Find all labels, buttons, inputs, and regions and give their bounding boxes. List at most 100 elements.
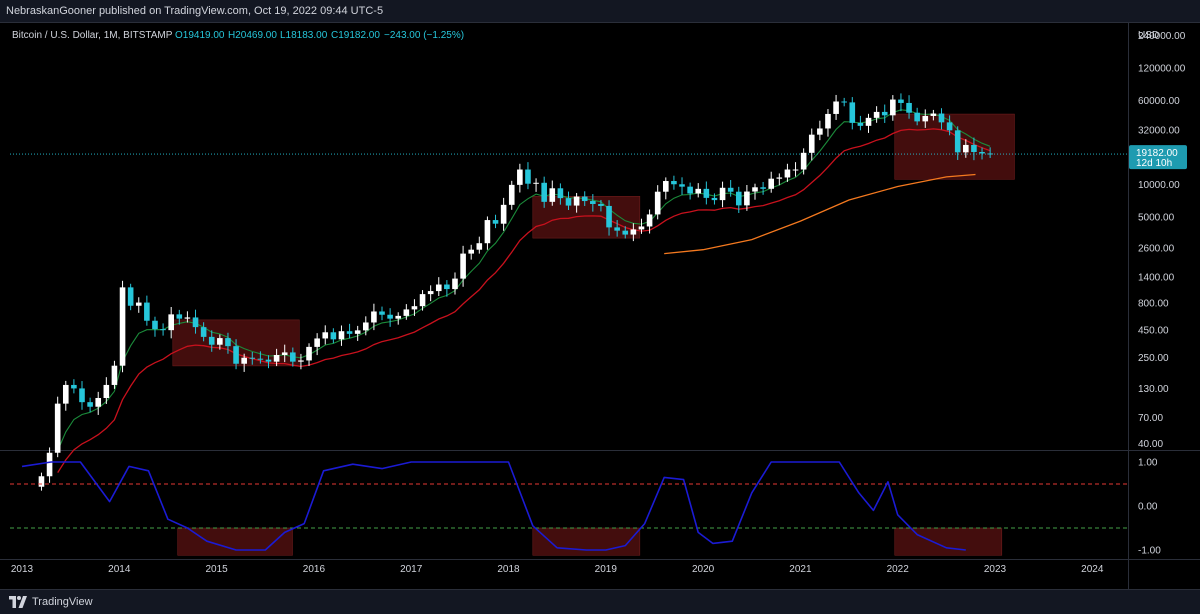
legend-low: L18183.00 (280, 30, 328, 41)
candle-body (946, 122, 953, 131)
candle-body (784, 169, 791, 178)
candle (954, 126, 961, 160)
candle-body (257, 358, 264, 360)
candle (841, 97, 847, 107)
time-tick-label: 2021 (789, 564, 812, 575)
candle-body (541, 182, 547, 202)
candle-body (144, 302, 150, 321)
candle-body (192, 317, 199, 328)
candle-body (225, 338, 231, 347)
candle (549, 180, 556, 206)
candle-body (598, 203, 604, 206)
candle-body (663, 181, 669, 192)
time-axis[interactable]: 2013 2014 2015 2016 2017 2018 2019 2020 2021 2022… (11, 564, 1104, 575)
candle (744, 184, 750, 211)
time-tick-label: 2016 (303, 564, 326, 575)
candlestick-series[interactable] (38, 93, 993, 491)
candle-body (744, 191, 750, 206)
highlight-box (894, 113, 1015, 180)
candle (208, 330, 215, 352)
candle (971, 137, 977, 161)
long-ema-line (57, 128, 991, 473)
candle (646, 209, 653, 234)
candle (711, 193, 718, 205)
candle (314, 333, 320, 356)
candle-body (492, 220, 499, 224)
candle-body (776, 177, 783, 179)
candle (776, 173, 783, 186)
candle (987, 147, 993, 158)
candle-body (565, 198, 572, 206)
candle (541, 176, 547, 208)
candle-body (217, 338, 223, 345)
candle (176, 309, 183, 325)
candle (638, 218, 645, 234)
candle (192, 309, 199, 334)
legend-close: C19182.00 (331, 30, 380, 41)
candle-body (517, 169, 523, 185)
candle (849, 97, 856, 130)
tradingview-logo-icon (9, 596, 27, 608)
price-tick-label: 120000.00 (1138, 64, 1186, 75)
candle (395, 312, 402, 325)
candle (241, 353, 247, 372)
candle (371, 303, 377, 331)
candle-body (322, 332, 329, 339)
sma-200-line (664, 173, 976, 255)
candle-body (95, 398, 102, 407)
candle-body (679, 184, 685, 187)
price-tick-label: 1400.00 (1138, 272, 1175, 283)
footer-bar (0, 589, 1200, 614)
candle (703, 181, 710, 205)
candle-body (873, 111, 880, 118)
candle-body (752, 187, 758, 192)
candle (379, 306, 385, 321)
candle (119, 280, 126, 373)
candle-body (703, 188, 710, 198)
candle-body (671, 181, 677, 185)
candle-body (184, 317, 191, 319)
candle (87, 397, 93, 413)
candle (590, 194, 596, 212)
candle-body (954, 130, 961, 153)
oscillator-tick-label: 1.00 (1138, 458, 1158, 469)
time-tick-label: 2013 (11, 564, 34, 575)
candle-body (403, 309, 410, 316)
candle (963, 139, 969, 158)
candle (857, 115, 864, 131)
legend-symbol: Bitcoin / U.S. Dollar, 1M, BITSTAMP (12, 30, 173, 41)
countdown-label: 12d 10h (1136, 158, 1172, 169)
tradingview-logo[interactable]: TradingView (9, 595, 93, 609)
candle-body (719, 187, 726, 201)
candle-body (760, 187, 766, 189)
legend-change: −243.00 (−1.25%) (384, 30, 464, 41)
candle (654, 185, 661, 220)
price-tick-label: 800.00 (1138, 299, 1169, 310)
candle (144, 295, 150, 326)
candle-body (379, 311, 385, 315)
price-tick-label: 32000.00 (1138, 126, 1180, 137)
candle (630, 223, 637, 242)
candle (671, 175, 677, 190)
candle (873, 106, 880, 123)
candle (508, 180, 515, 210)
candle (62, 380, 69, 411)
candle (614, 220, 620, 237)
candle (727, 180, 734, 197)
candle (533, 178, 539, 192)
candle (387, 308, 393, 327)
candle-body (500, 204, 507, 224)
time-tick-label: 2018 (497, 564, 520, 575)
candle (476, 236, 483, 254)
candle (322, 325, 329, 345)
price-tick-label: 70.00 (1138, 413, 1163, 424)
candle-body (127, 287, 134, 306)
candle-body (298, 360, 304, 362)
candle (784, 163, 791, 182)
candle-body (630, 229, 637, 235)
candle-body (654, 191, 661, 215)
candle-body (468, 249, 475, 254)
candle (525, 162, 531, 190)
